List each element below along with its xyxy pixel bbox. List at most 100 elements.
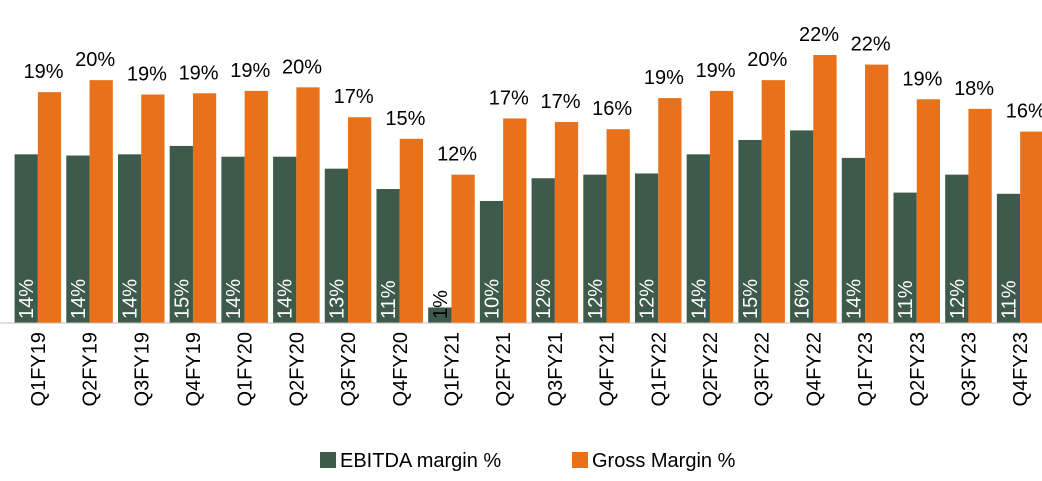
data-label: 19% xyxy=(230,60,270,82)
data-label: 1% xyxy=(430,290,452,319)
data-label: 19% xyxy=(127,64,167,86)
data-label: 22% xyxy=(851,34,891,56)
bar xyxy=(14,154,38,323)
data-label: 14% xyxy=(275,279,297,319)
data-label: 20% xyxy=(75,49,115,71)
bar xyxy=(996,193,1021,323)
bar xyxy=(141,94,165,323)
legend-swatch xyxy=(572,452,588,468)
data-label: 17% xyxy=(334,86,374,108)
x-tick-label: Q4FY20 xyxy=(390,332,412,406)
bar xyxy=(376,189,400,323)
data-label: 22% xyxy=(799,24,839,46)
data-label: 12% xyxy=(533,279,555,319)
data-label: 13% xyxy=(326,279,348,319)
x-tick-label: Q1FY22 xyxy=(648,332,670,406)
legend-label: EBITDA margin % xyxy=(340,450,501,472)
data-label: 12% xyxy=(437,144,477,166)
data-label: 15% xyxy=(171,279,193,319)
x-tick-label: Q3FY22 xyxy=(752,332,774,406)
bar xyxy=(583,174,607,323)
data-label: 19% xyxy=(23,61,63,83)
data-label: 14% xyxy=(120,279,142,319)
x-tick-label: Q3FY19 xyxy=(131,332,153,406)
bar xyxy=(813,55,837,323)
data-label: 11% xyxy=(999,280,1021,319)
bar xyxy=(658,98,682,323)
data-label: 10% xyxy=(482,279,504,319)
data-label: 11% xyxy=(895,280,917,319)
bar xyxy=(531,178,555,323)
data-label: 19% xyxy=(902,68,942,90)
bar xyxy=(606,129,630,323)
data-label: 18% xyxy=(954,78,994,100)
x-tick-label: Q2FY23 xyxy=(907,332,929,406)
bar xyxy=(945,174,969,323)
legend-swatch xyxy=(320,452,336,468)
bar xyxy=(428,307,452,323)
bar xyxy=(296,87,320,324)
bar xyxy=(893,192,917,323)
x-tick-label: Q2FY19 xyxy=(80,332,102,406)
data-label: 12% xyxy=(585,279,607,319)
data-label: 20% xyxy=(282,56,322,78)
x-tick-label: Q3FY20 xyxy=(338,332,360,406)
x-tick-label: Q4FY23 xyxy=(1010,332,1032,406)
bar xyxy=(503,118,527,323)
x-tick-label: Q4FY21 xyxy=(597,332,619,406)
data-label: 14% xyxy=(688,279,710,319)
bar xyxy=(192,93,217,323)
bar xyxy=(399,138,424,323)
bar xyxy=(244,90,268,323)
bar xyxy=(709,90,734,323)
bar xyxy=(1020,131,1042,323)
bar xyxy=(273,156,297,323)
data-label: 16% xyxy=(1006,101,1042,123)
x-tick-label: Q3FY21 xyxy=(545,332,567,406)
bar xyxy=(916,99,941,323)
data-label: 14% xyxy=(223,279,245,319)
x-tick-label: Q1FY21 xyxy=(441,332,463,406)
bar xyxy=(117,154,142,323)
bar xyxy=(66,155,90,323)
bar xyxy=(968,108,992,323)
data-label: 15% xyxy=(385,108,425,130)
data-label: 19% xyxy=(179,62,219,84)
x-tick-label: Q3FY23 xyxy=(958,332,980,406)
bar xyxy=(479,200,504,323)
bar xyxy=(324,168,349,323)
data-label: 15% xyxy=(740,279,762,319)
data-label: 17% xyxy=(489,87,529,109)
bar xyxy=(865,64,889,323)
bar xyxy=(451,174,475,323)
data-label: 16% xyxy=(592,98,632,120)
bar xyxy=(221,156,245,323)
bar xyxy=(761,80,785,323)
data-label: 19% xyxy=(644,67,684,89)
data-label: 12% xyxy=(947,279,969,319)
bar xyxy=(37,92,62,324)
x-tick-label: Q4FY19 xyxy=(183,332,205,406)
data-label: 17% xyxy=(540,91,580,113)
data-label: 11% xyxy=(378,280,400,319)
bar xyxy=(169,145,193,323)
bar xyxy=(89,80,113,323)
data-label: 14% xyxy=(68,279,90,319)
bar xyxy=(738,139,762,323)
bar xyxy=(348,117,372,324)
data-label: 19% xyxy=(696,60,736,82)
data-label: 14% xyxy=(843,279,865,319)
x-tick-label: Q2FY21 xyxy=(493,332,515,406)
data-label: 16% xyxy=(792,279,814,319)
x-tick-label: Q1FY19 xyxy=(28,332,50,406)
x-tick-label: Q2FY22 xyxy=(700,332,722,406)
bar xyxy=(634,173,659,323)
bar xyxy=(841,157,866,323)
bar xyxy=(686,154,710,323)
bar xyxy=(790,130,814,323)
data-label: 14% xyxy=(16,279,38,319)
data-label: 12% xyxy=(637,279,659,319)
legend-label: Gross Margin % xyxy=(592,450,736,472)
x-tick-label: Q1FY20 xyxy=(235,332,257,406)
